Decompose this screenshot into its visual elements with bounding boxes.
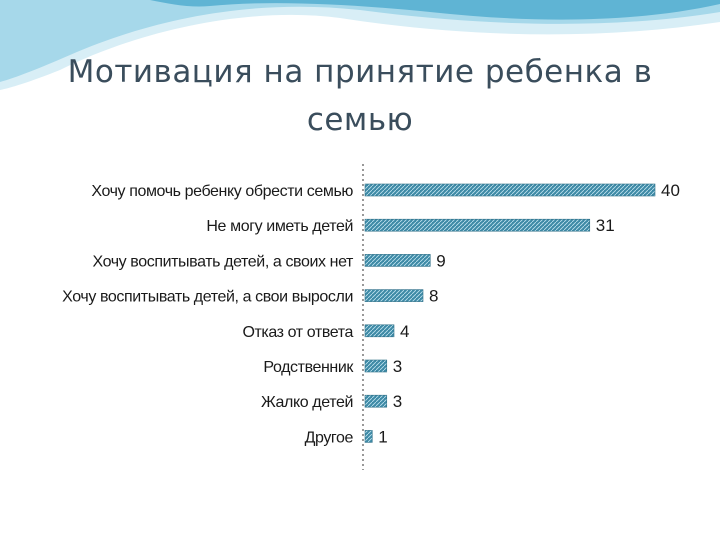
category-label: Хочу помочь ребенку обрести семью bbox=[91, 183, 353, 200]
bar bbox=[364, 183, 656, 197]
value-label: 9 bbox=[436, 251, 445, 270]
category-label: Не могу иметь детей bbox=[206, 218, 353, 235]
bar bbox=[364, 289, 424, 302]
category-label: Хочу воспитывать детей, а свои выросли bbox=[62, 289, 353, 306]
wave-mid-shape bbox=[0, 0, 720, 82]
category-label: Отказ от ответа bbox=[242, 324, 353, 341]
chart-panel: Хочу помочь ребенку обрести семью 40 Не мо… bbox=[40, 162, 690, 474]
bar bbox=[364, 430, 373, 443]
category-label: Другое bbox=[305, 429, 354, 446]
value-label: 3 bbox=[393, 392, 402, 411]
bar-chart: Хочу помочь ребенку обрести семью 40 Не мо… bbox=[62, 164, 680, 470]
category-label: Жалко детей bbox=[261, 394, 353, 411]
bar bbox=[364, 254, 431, 267]
slide-title: Мотивация на принятие ребенка в семью bbox=[67, 54, 653, 138]
value-label: 40 bbox=[661, 181, 680, 200]
value-label: 3 bbox=[393, 357, 402, 376]
decorative-wave-banner bbox=[0, 0, 720, 90]
wave-front-shape bbox=[150, 0, 720, 20]
value-label: 1 bbox=[378, 427, 387, 446]
bar bbox=[364, 394, 388, 408]
bar bbox=[364, 218, 591, 232]
bar bbox=[364, 359, 388, 373]
bar bbox=[364, 324, 395, 338]
value-label: 8 bbox=[429, 287, 438, 306]
value-label: 31 bbox=[596, 216, 615, 235]
category-label: Родственник bbox=[263, 359, 354, 376]
category-label: Хочу воспитывать детей, а своих нет bbox=[92, 253, 354, 270]
value-label: 4 bbox=[400, 322, 409, 341]
